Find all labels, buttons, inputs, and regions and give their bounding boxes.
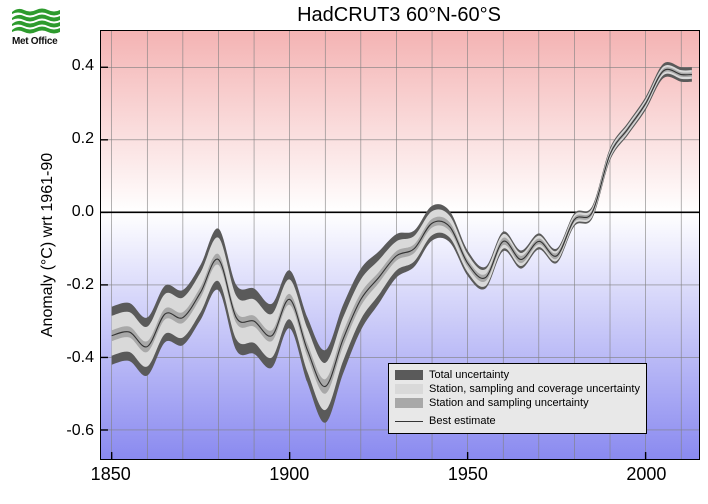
legend-item: Station, sampling and coverage uncertain…	[395, 382, 640, 396]
x-tick-label: 1850	[91, 464, 131, 485]
legend-item: Station and sampling uncertainty	[395, 396, 640, 410]
x-tick-label: 1900	[269, 464, 309, 485]
y-axis-label: Anomaly (°C) wrt 1961-90	[38, 30, 58, 460]
legend: Total uncertainty Station, sampling and …	[388, 363, 647, 434]
legend-label: Best estimate	[429, 414, 496, 428]
legend-swatch-icon	[395, 398, 423, 408]
legend-label: Station, sampling and coverage uncertain…	[429, 382, 640, 396]
chart-title: HadCRUT3 60°N-60°S	[100, 4, 698, 27]
y-tick-label: -0.2	[66, 276, 94, 294]
y-tick-label: 0.4	[72, 57, 94, 75]
legend-line-icon	[395, 421, 423, 422]
y-tick-label: -0.6	[66, 422, 94, 440]
legend-swatch-icon	[395, 384, 423, 394]
legend-item: Total uncertainty	[395, 368, 640, 382]
legend-item: Best estimate	[395, 414, 640, 428]
legend-label: Total uncertainty	[429, 368, 509, 382]
x-tick-label: 1950	[448, 464, 488, 485]
y-tick-label: -0.4	[66, 349, 94, 367]
y-tick-label: 0.0	[72, 203, 94, 221]
x-tick-label: 2000	[626, 464, 666, 485]
page-root: Met Office HadCRUT3 60°N-60°S Anomaly (°…	[0, 0, 708, 504]
y-tick-label: 0.2	[72, 130, 94, 148]
legend-label: Station and sampling uncertainty	[429, 396, 589, 410]
y-axis-label-text: Anomaly (°C) wrt 1961-90	[39, 153, 57, 337]
legend-swatch-icon	[395, 370, 423, 380]
